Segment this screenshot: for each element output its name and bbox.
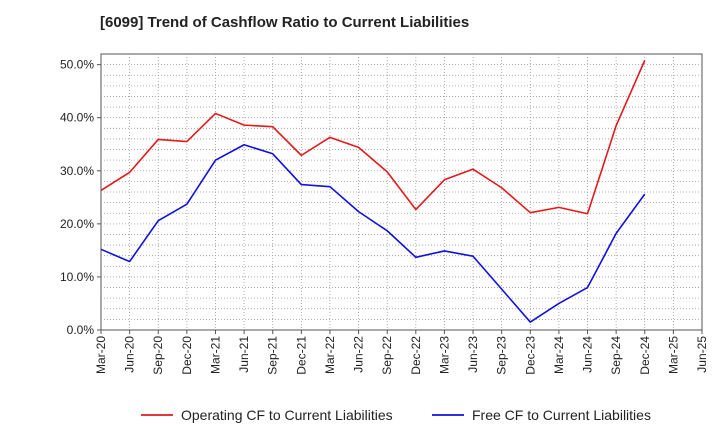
x-tick-label: Sep-24 <box>609 336 623 375</box>
legend-label: Operating CF to Current Liabilities <box>181 407 393 423</box>
x-tick-label: Jun-24 <box>581 336 595 373</box>
x-tick-label: Mar-24 <box>552 336 566 374</box>
y-tick-label: 40.0% <box>60 111 94 125</box>
series-lines <box>100 60 646 323</box>
series-line-operating-cf <box>100 60 646 215</box>
x-axis-ticks: Mar-20 Jun-20 Sep-20 Dec-20 Mar-21 Jun-21 Sep-… <box>94 330 709 375</box>
chart-title: [6099] Trend of Cashflow Ratio to Curren… <box>100 14 470 31</box>
y-tick-label: 20.0% <box>60 217 94 231</box>
legend-label: Free CF to Current Liabilities <box>472 407 651 423</box>
x-tick-label: Dec-22 <box>409 336 423 375</box>
x-tick-label: Dec-24 <box>638 336 652 375</box>
y-tick-label: 10.0% <box>60 270 94 284</box>
x-tick-label: Mar-22 <box>323 336 337 374</box>
x-tick-label: Sep-23 <box>495 336 509 375</box>
y-tick-label: 50.0% <box>60 58 94 72</box>
series-line-free-cf <box>100 143 646 323</box>
x-tick-label: Sep-22 <box>380 336 394 375</box>
x-tick-label: Jun-22 <box>352 336 366 373</box>
x-tick-label: Mar-20 <box>94 336 108 374</box>
x-tick-label: Sep-20 <box>151 336 165 375</box>
x-tick-label: Sep-21 <box>266 336 280 375</box>
y-tick-label: 0.0% <box>67 323 95 337</box>
x-tick-label: Mar-25 <box>666 336 680 374</box>
x-tick-label: Mar-21 <box>208 336 222 374</box>
y-axis-ticks: 0.0% 10.0% 20.0% 30.0% 40.0% 50.0% <box>60 58 101 337</box>
x-tick-label: Mar-23 <box>437 336 451 374</box>
legend: Operating CF to Current Liabilities Free … <box>141 407 651 423</box>
x-tick-label: Jun-23 <box>466 336 480 373</box>
x-tick-label: Jun-25 <box>695 336 709 373</box>
y-tick-label: 30.0% <box>60 164 94 178</box>
x-tick-label: Dec-20 <box>180 336 194 375</box>
x-tick-label: Dec-23 <box>523 336 537 375</box>
x-tick-label: Jun-21 <box>237 336 251 373</box>
x-tick-label: Jun-20 <box>123 336 137 373</box>
x-tick-label: Dec-21 <box>294 336 308 375</box>
